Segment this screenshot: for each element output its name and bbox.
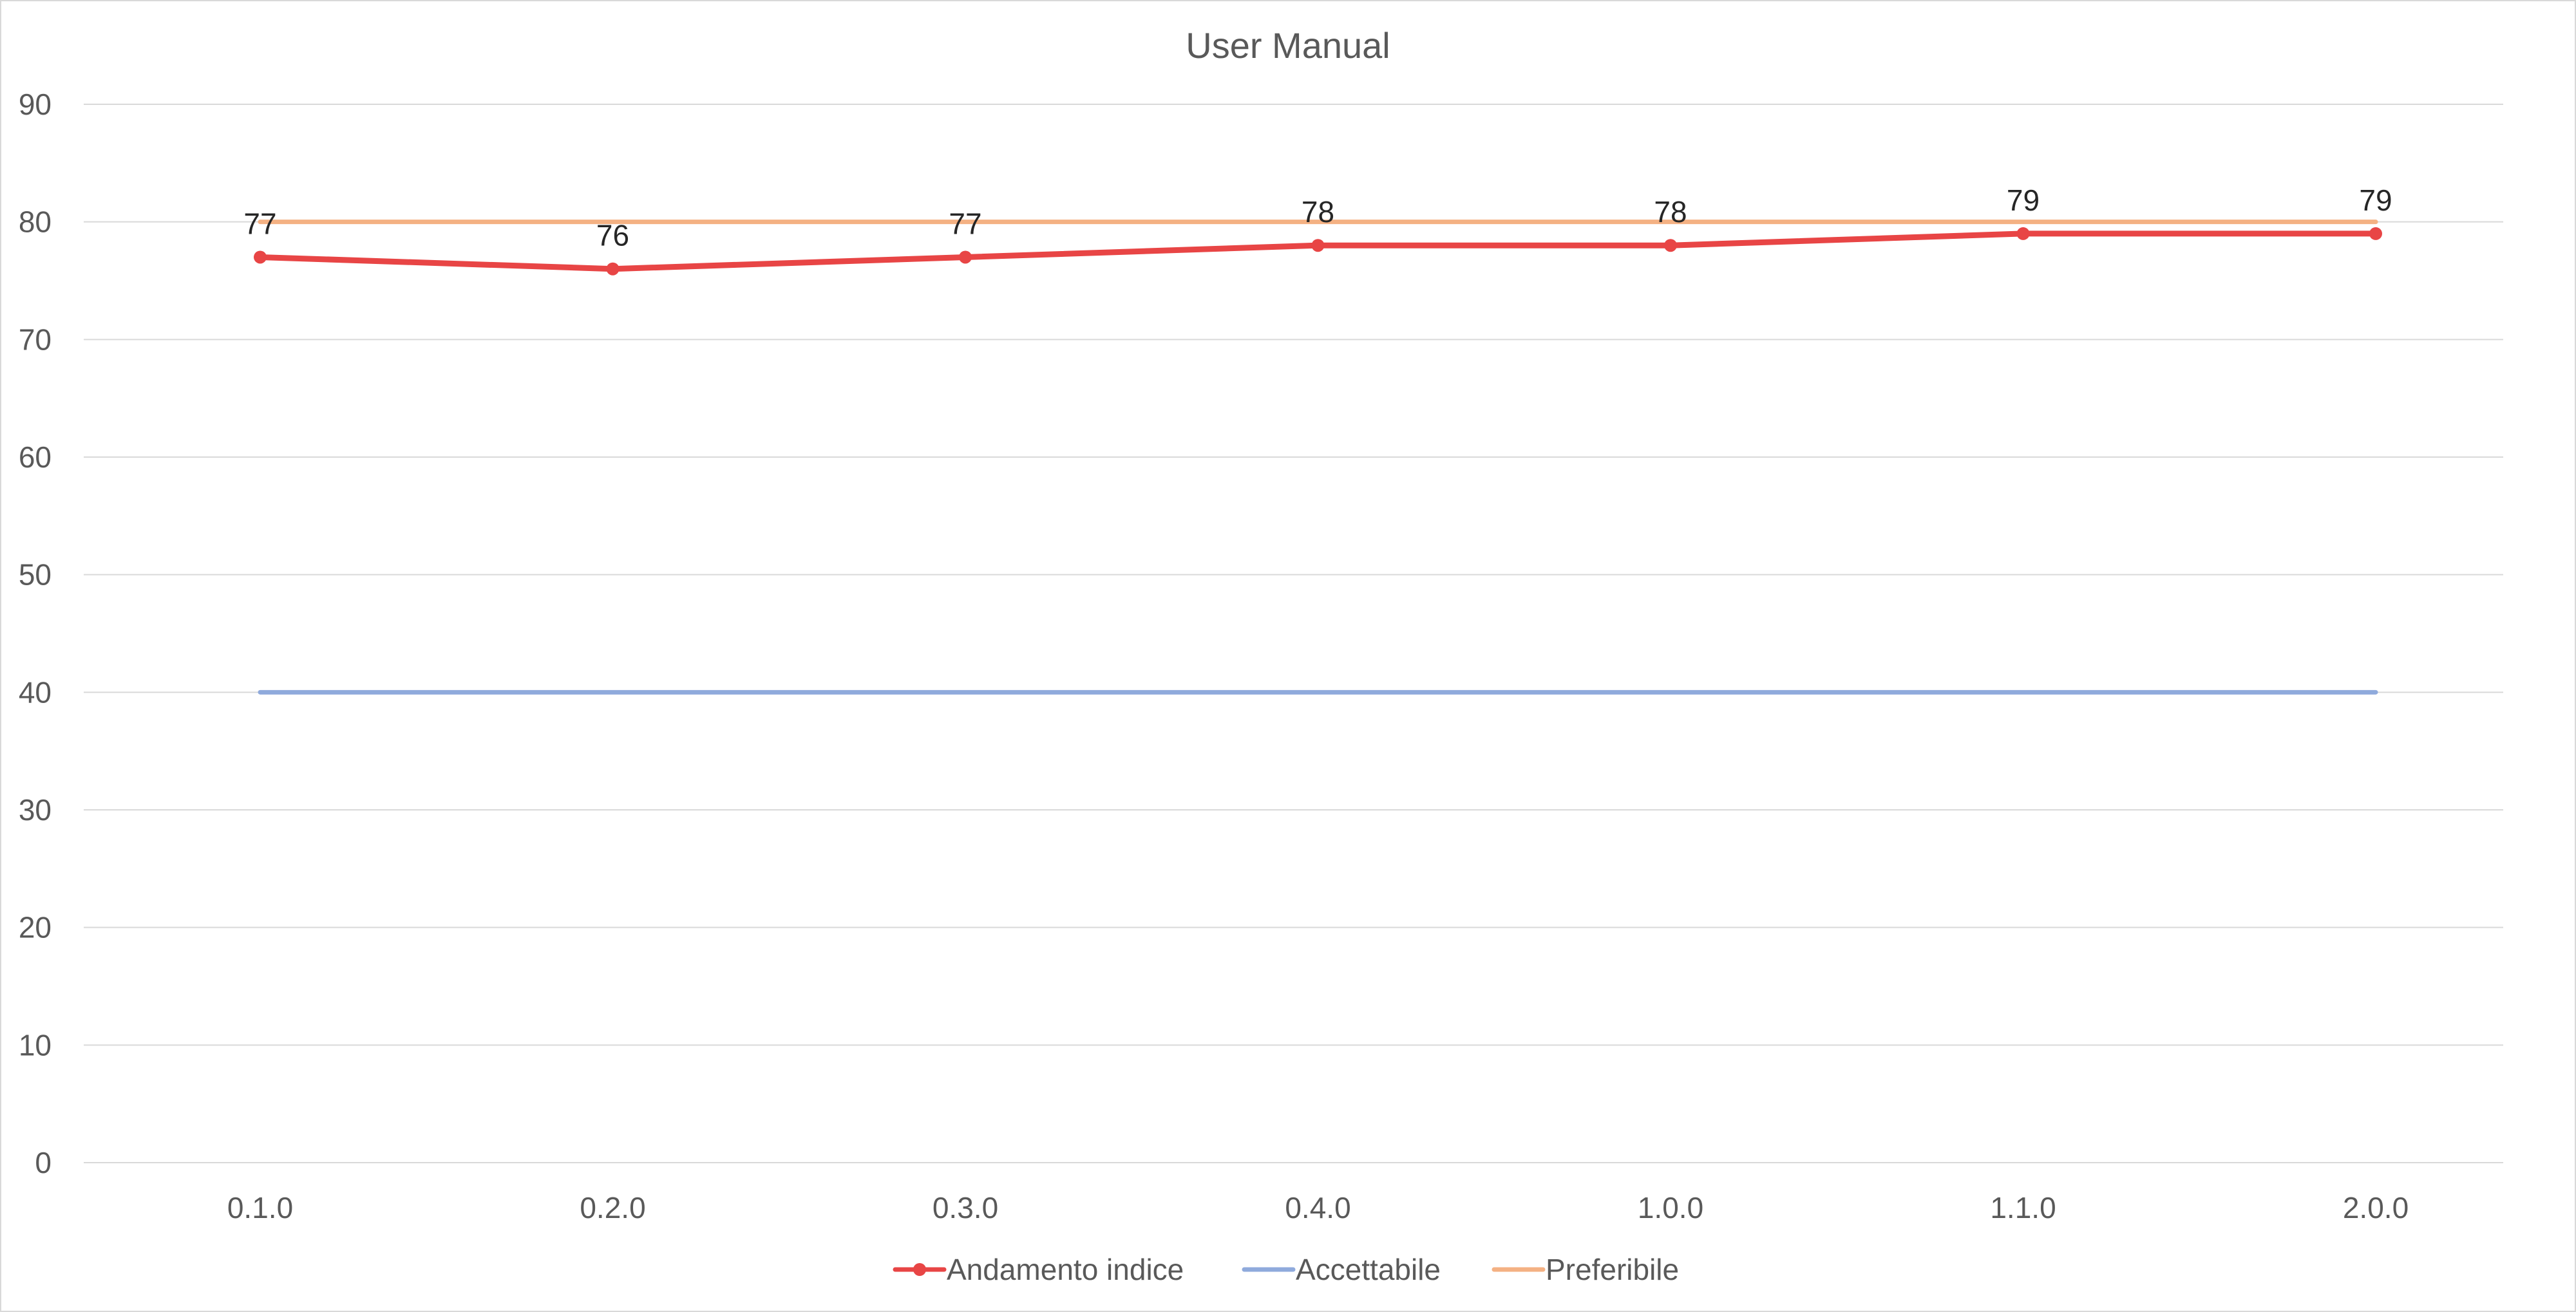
data-label: 78: [1654, 195, 1687, 229]
legend-label: Preferibile: [1546, 1253, 1679, 1286]
y-tick-label: 80: [19, 205, 52, 239]
data-label: 77: [949, 207, 981, 240]
data-label: 79: [2359, 183, 2392, 217]
x-tick-label: 1.0.0: [1638, 1191, 1703, 1224]
y-tick-label: 90: [19, 88, 52, 121]
legend: Andamento indice Accettabile Preferibile: [893, 1253, 1679, 1286]
x-tick-label: 1.1.0: [1990, 1191, 2056, 1224]
data-label: 76: [596, 219, 629, 252]
data-labels: 77 76 77 78 78 79 79: [243, 183, 2392, 252]
data-point: [1311, 239, 1325, 252]
data-label: 77: [243, 207, 276, 240]
data-label: 79: [2007, 183, 2040, 217]
legend-item: Accettabile: [1242, 1253, 1441, 1286]
legend-label: Accettabile: [1296, 1253, 1441, 1286]
data-point: [2369, 227, 2382, 240]
legend-label: Andamento indice: [947, 1253, 1184, 1286]
data-point: [1664, 239, 1677, 252]
x-tick-label: 2.0.0: [2343, 1191, 2409, 1224]
y-tick-label: 50: [19, 558, 52, 592]
y-tick-label: 60: [19, 440, 52, 474]
data-point: [254, 250, 267, 264]
legend-item: Andamento indice: [893, 1253, 1184, 1286]
data-point: [959, 250, 972, 264]
y-tick-label: 20: [19, 911, 52, 944]
chart-title: User Manual: [1186, 25, 1390, 66]
data-point: [2016, 227, 2030, 240]
data-point: [606, 262, 620, 276]
x-tick-label: 0.1.0: [227, 1191, 293, 1224]
y-tick-label: 70: [19, 323, 52, 356]
y-tick-label: 30: [19, 793, 52, 827]
x-tick-label: 0.3.0: [933, 1191, 998, 1224]
x-axis-tick-labels: 0.1.0 0.2.0 0.3.0 0.4.0 1.0.0 1.1.0 2.0.0: [227, 1191, 2409, 1224]
series-markers: [254, 227, 2382, 276]
legend-item: Preferibile: [1492, 1253, 1679, 1286]
x-tick-label: 0.4.0: [1285, 1191, 1350, 1224]
x-tick-label: 0.2.0: [580, 1191, 645, 1224]
y-tick-label: 10: [19, 1028, 52, 1062]
y-tick-label: 40: [19, 675, 52, 709]
legend-marker: [913, 1263, 926, 1276]
data-label: 78: [1302, 195, 1334, 229]
y-axis-tick-labels: 0 10 20 30 40 50 60 70 80 90: [19, 88, 52, 1179]
y-tick-label: 0: [35, 1146, 52, 1179]
